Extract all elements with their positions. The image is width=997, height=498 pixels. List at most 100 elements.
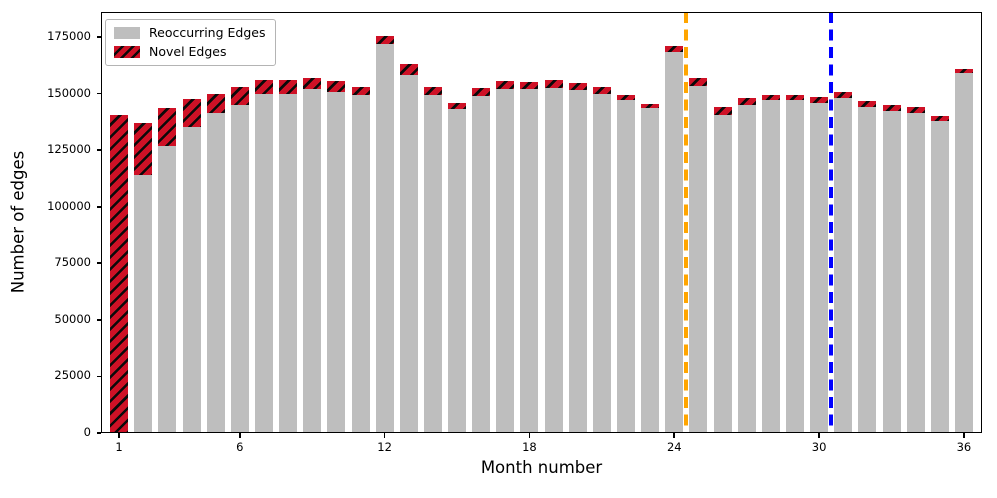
bar-month-22 <box>617 94 635 433</box>
reoccurring-edges-segment <box>448 109 466 433</box>
novel-edges-segment <box>713 107 732 115</box>
y-axis-label: Number of edges <box>8 150 28 294</box>
x-tick-label: 6 <box>236 440 244 454</box>
y-tick-mark <box>96 205 101 208</box>
bar-month-15 <box>448 102 466 433</box>
x-tick-label: 36 <box>956 440 972 454</box>
bar-month-6 <box>230 86 249 433</box>
reoccurring-edges-segment <box>737 104 756 433</box>
x-tick-mark <box>963 433 965 438</box>
reoccurring-edges-segment <box>834 98 853 433</box>
reoccurring-edges-segment <box>472 95 491 433</box>
legend-item-novel: Novel Edges <box>114 43 265 59</box>
bar-month-32 <box>858 101 877 433</box>
y-tick-mark <box>96 149 101 151</box>
reoccurring-edges-segment <box>182 127 201 433</box>
reoccurring-edges-segment <box>158 145 177 433</box>
y-tick-mark <box>96 375 101 378</box>
novel-edges-segment <box>158 108 177 146</box>
x-tick-mark <box>118 433 120 438</box>
reoccurring-edges-segment <box>930 120 949 433</box>
bar-month-20 <box>568 83 587 433</box>
novel-edges-segment <box>327 81 346 93</box>
reoccurring-edges-segment <box>641 108 660 433</box>
novel-edges-swatch <box>114 45 140 58</box>
novel-edges-segment <box>906 107 925 113</box>
reoccurring-edges-segment <box>375 43 394 433</box>
novel-edges-segment <box>665 46 684 52</box>
novel-edges-segment <box>858 101 877 108</box>
y-tick-mark <box>96 92 101 95</box>
reoccurring-edges-segment <box>279 93 298 433</box>
reoccurring-edges-segment <box>423 94 442 433</box>
reoccurring-edges-segment <box>689 85 708 433</box>
bar-month-26 <box>713 107 732 433</box>
x-tick-label: 12 <box>377 440 392 454</box>
bar-month-33 <box>882 104 901 433</box>
y-tick-label: 125000 <box>47 142 91 157</box>
bar-month-27 <box>737 98 756 433</box>
novel-edges-segment <box>472 87 491 96</box>
bar-month-34 <box>906 107 925 433</box>
bar-month-14 <box>423 86 442 433</box>
bar-month-7 <box>254 79 273 433</box>
plot-area: Reoccurring Edges Novel Edges <box>101 12 982 433</box>
reoccurring-edges-segment <box>544 87 563 433</box>
novel-edges-segment <box>834 92 853 99</box>
bar-month-13 <box>399 64 418 433</box>
bar-month-36 <box>954 68 973 433</box>
novel-edges-segment <box>254 79 273 94</box>
reoccurring-edges-segment <box>254 93 273 433</box>
novel-edges-segment <box>206 93 225 113</box>
x-tick-mark <box>238 433 241 438</box>
bar-month-25 <box>689 77 708 433</box>
reoccurring-edges-segment <box>785 100 804 433</box>
bar-month-29 <box>785 94 804 433</box>
novel-edges-segment <box>399 64 418 76</box>
bar-month-10 <box>327 81 346 433</box>
bar-month-2 <box>134 122 153 433</box>
reoccurring-edges-segment <box>882 110 901 433</box>
novel-edges-segment <box>110 115 129 433</box>
x-tick-label: 30 <box>811 440 827 454</box>
bar-month-28 <box>761 94 780 433</box>
novel-edges-segment <box>230 86 249 105</box>
reoccurring-edges-segment <box>713 115 732 433</box>
bar-month-18 <box>520 82 539 433</box>
reoccurring-edges-segment <box>617 100 635 433</box>
y-tick-label: 50000 <box>54 311 91 326</box>
bar-month-16 <box>472 87 491 433</box>
dashed-vline-month-30.5 <box>829 12 834 433</box>
reoccurring-edges-segment <box>954 73 973 433</box>
legend-label-reoccurring: Reoccurring Edges <box>149 25 266 40</box>
novel-edges-segment <box>641 103 660 109</box>
novel-edges-segment <box>930 116 949 121</box>
reoccurring-edges-segment <box>206 112 225 433</box>
y-tick-label: 75000 <box>54 255 91 270</box>
reoccurring-edges-segment <box>592 93 611 433</box>
y-tick-label: 100000 <box>47 198 91 213</box>
bar-month-21 <box>592 86 611 433</box>
novel-edges-segment <box>785 94 804 101</box>
novel-edges-segment <box>351 86 370 95</box>
x-tick-mark <box>528 433 531 438</box>
reoccurring-edges-segment <box>134 175 153 433</box>
reoccurring-edges-segment <box>496 89 515 433</box>
reoccurring-edges-segment <box>520 89 539 433</box>
novel-edges-segment <box>303 77 322 89</box>
legend-label-novel: Novel Edges <box>149 43 227 59</box>
x-tick-label: 24 <box>666 440 682 454</box>
y-tick-label: 0 <box>83 425 91 439</box>
reoccurring-edges-segment <box>230 104 249 433</box>
novel-edges-segment <box>182 99 201 128</box>
x-axis-label: Month number <box>480 458 603 477</box>
bar-month-9 <box>303 77 322 433</box>
y-tick-mark <box>96 36 101 38</box>
novel-edges-segment <box>954 68 973 74</box>
y-tick-mark <box>96 318 101 321</box>
y-tick-label: 25000 <box>54 368 91 383</box>
reoccurring-edges-segment <box>761 100 780 433</box>
novel-edges-segment <box>448 102 466 110</box>
x-tick-mark <box>818 433 820 438</box>
x-tick-label: 18 <box>522 440 537 454</box>
